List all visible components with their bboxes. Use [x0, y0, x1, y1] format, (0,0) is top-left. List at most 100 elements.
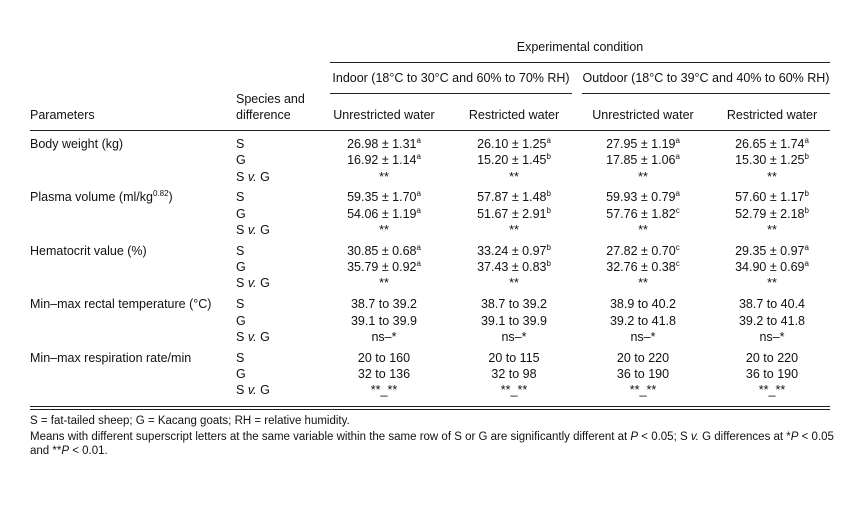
table-cell: 20 to 220 — [745, 350, 799, 365]
table-cell: **_** — [758, 383, 786, 398]
table-cell: 30.85 ± 0.68a — [347, 242, 421, 258]
header-species-line1: Species and — [236, 92, 305, 106]
table-bottom-rule-1 — [30, 406, 830, 407]
table-cell: 17.85 ± 1.06a — [606, 152, 680, 168]
species-label: S — [236, 137, 245, 151]
table-cell: 26.65 ± 1.74a — [735, 136, 809, 152]
table-cell: 38.7 to 39.2 — [480, 297, 548, 312]
table-cell: ** — [379, 276, 389, 291]
table-cell: ** — [638, 276, 648, 291]
indoor-subrule — [330, 93, 572, 94]
species-label: S v. G — [236, 169, 270, 184]
table-cell: 20 to 220 — [616, 350, 670, 365]
table-cell: ** — [379, 169, 389, 184]
parameter-label: Plasma volume (ml/kg0.82) — [30, 189, 173, 205]
table-cell: 37.43 ± 0.83b — [477, 259, 551, 275]
table-cell: 36 to 190 — [616, 366, 670, 381]
parameter-label: Min–max rectal temperature (°C) — [30, 297, 212, 312]
table-cell: ns–* — [501, 329, 527, 344]
header-outdoor-unrestricted: Unrestricted water — [592, 108, 694, 122]
header-outdoor: Outdoor (18°C to 39°C and 40% to 60% RH) — [582, 71, 830, 85]
table-cell: ** — [767, 223, 777, 237]
table-cell: 59.35 ± 1.70a — [347, 189, 421, 205]
table-cell: ** — [767, 276, 777, 291]
parameter-label: Body weight (kg) — [30, 137, 124, 151]
header-indoor-unrestricted: Unrestricted water — [333, 108, 435, 122]
table-cell: **_** — [629, 383, 657, 398]
species-label: S — [236, 190, 245, 205]
table-cell: 38.7 to 40.4 — [738, 297, 806, 312]
table-cell: ** — [509, 223, 519, 237]
species-label: S — [236, 243, 245, 258]
footnote-significance: Means with different superscript letters… — [30, 431, 834, 443]
footnote-significance-cont: and **P < 0.01. — [30, 445, 108, 457]
table-cell: ns–* — [371, 329, 397, 344]
header-outdoor-restricted: Restricted water — [726, 108, 818, 122]
table-cell: 20 to 115 — [488, 350, 540, 365]
table-cell: 15.30 ± 1.25b — [735, 152, 809, 168]
table-cell: 51.67 ± 2.91b — [477, 205, 551, 221]
header-indoor-restricted: Restricted water — [468, 108, 560, 122]
table-cell: 57.60 ± 1.17b — [735, 189, 809, 205]
table-cell: 32.76 ± 0.38c — [606, 259, 680, 275]
table-cell: 59.93 ± 0.79a — [606, 189, 680, 205]
footnote-abbreviations: S = fat-tailed sheep; G = Kacang goats; … — [30, 415, 350, 427]
table-cell: 39.2 to 41.8 — [738, 313, 806, 328]
table-cell: 39.1 to 39.9 — [350, 313, 418, 328]
table-cell: 35.79 ± 0.92a — [347, 259, 421, 275]
parameter-label: Min–max respiration rate/min — [30, 350, 192, 365]
table-cell: 52.79 ± 2.18b — [735, 205, 809, 221]
species-label: S v. G — [236, 383, 270, 398]
table-cell: 54.06 ± 1.19a — [347, 205, 421, 221]
table-cell: 15.20 ± 1.45b — [477, 152, 551, 168]
species-label: G — [236, 366, 246, 381]
table-cell: 27.82 ± 0.70c — [606, 242, 680, 258]
table-cell: 39.2 to 41.8 — [609, 313, 677, 328]
table-cell: ** — [767, 169, 777, 184]
table-cell: 26.10 ± 1.25a — [477, 136, 551, 152]
parameter-label: Hematocrit value (%) — [30, 243, 147, 258]
table-cell: ** — [509, 169, 519, 184]
table-cell: 16.92 ± 1.14a — [347, 152, 421, 168]
table-cell: 57.87 ± 1.48b — [477, 189, 551, 205]
species-label: G — [236, 153, 246, 168]
header-indoor: Indoor (18°C to 30°C and 60% to 70% RH) — [332, 71, 570, 85]
table-cell: ns–* — [759, 329, 785, 344]
table-cell: 36 to 190 — [745, 366, 799, 381]
species-label: S v. G — [236, 223, 270, 237]
species-label: S v. G — [236, 276, 270, 291]
table-cell: 29.35 ± 0.97a — [735, 242, 809, 258]
table-cell: 26.98 ± 1.31a — [347, 136, 421, 152]
species-label: G — [236, 260, 246, 275]
table-cell: ** — [638, 169, 648, 184]
header-bottom-rule — [30, 130, 830, 131]
header-parameters: Parameters — [30, 108, 95, 122]
table-cell: 38.7 to 39.2 — [350, 297, 418, 312]
table-cell: 34.90 ± 0.69a — [735, 259, 809, 275]
table-cell: **_** — [500, 383, 528, 398]
header-subrule — [330, 62, 830, 63]
species-label: G — [236, 313, 246, 328]
table-cell: **_** — [370, 383, 398, 398]
table-cell: 38.9 to 40.2 — [609, 297, 677, 312]
table-cell: 32 to 98 — [491, 366, 537, 381]
species-label: G — [236, 206, 246, 221]
header-experimental-condition: Experimental condition — [516, 40, 644, 54]
outdoor-subrule — [582, 93, 830, 94]
table-cell: ** — [379, 223, 389, 237]
table-cell: 27.95 ± 1.19a — [606, 136, 680, 152]
table-cell: 20 to 160 — [357, 350, 411, 365]
species-label: S v. G — [236, 329, 270, 344]
species-label: S — [236, 297, 245, 312]
table-cell: 57.76 ± 1.82c — [606, 205, 680, 221]
table-cell: ** — [638, 223, 648, 237]
header-species-line2: difference — [236, 108, 291, 122]
table-cell: 33.24 ± 0.97b — [477, 242, 551, 258]
table-cell: ** — [509, 276, 519, 291]
table-cell: 39.1 to 39.9 — [480, 313, 548, 328]
table-cell: ns–* — [630, 329, 656, 344]
table-bottom-rule-2 — [30, 409, 830, 410]
species-label: S — [236, 350, 245, 365]
table-cell: 32 to 136 — [357, 366, 411, 381]
